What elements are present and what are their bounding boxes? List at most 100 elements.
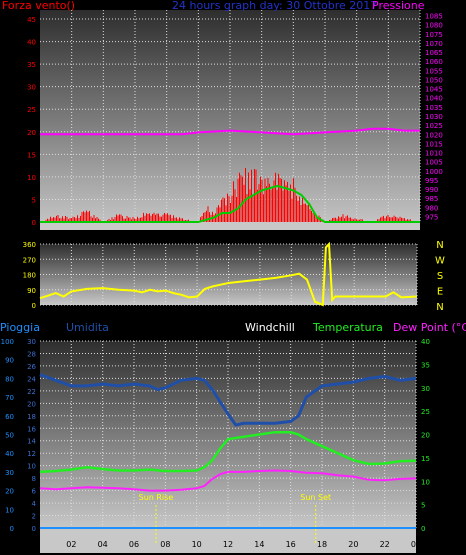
y-tick-label: 180	[23, 272, 36, 280]
x-tick-label: 06	[130, 231, 140, 240]
y-tick-label: 10	[5, 506, 14, 514]
y-tick-label: 1085	[425, 12, 443, 20]
y-tick-label: 1030	[425, 113, 443, 121]
panel3-x-axis-ticks: 02 04 06 08 10 12 14 16 18 20 22 00	[66, 540, 421, 549]
pressure-y-axis-ticks: 9759809859909951000100510101015102010251…	[425, 12, 443, 221]
y-tick-label: 990	[425, 186, 438, 194]
y-tick-label: 30	[421, 385, 430, 393]
compass-label: W	[435, 256, 445, 267]
x-tick-label: 10	[193, 231, 203, 240]
y-tick-label: 40	[421, 338, 430, 346]
x-tick-label: 04	[98, 231, 108, 240]
x-tick-label: 00	[411, 540, 421, 549]
x-tick-label: 20	[348, 540, 358, 549]
series-header: Pioggia	[0, 321, 40, 334]
y-tick-label: 1010	[425, 150, 443, 158]
x-tick-label: 12	[223, 540, 233, 549]
y-tick-label: 1040	[425, 95, 443, 103]
temperature-line	[39, 430, 417, 474]
y-tick-label: 0	[32, 219, 36, 227]
y-tick-label: 45	[27, 16, 36, 24]
x-tick-label: 20	[352, 231, 362, 240]
y-tick-label: 1000	[425, 168, 443, 176]
x-tick-label: 22	[380, 540, 390, 549]
x-tick-label: 02	[66, 540, 76, 549]
panel3-headers: Pioggia Umidita Windchill Temperatura Dew Po…	[0, 321, 466, 334]
x-tick-label: 00	[415, 231, 425, 240]
x-tick-label: 06	[129, 540, 139, 549]
sun-marker-label: Sun Set	[300, 493, 331, 502]
x-tick-label: 02	[67, 231, 77, 240]
y-tick-label: 10	[421, 478, 430, 486]
y-tick-label: 10	[27, 463, 36, 471]
y-tick-label: 1075	[425, 31, 443, 39]
y-tick-label: 35	[27, 61, 36, 69]
y-tick-label: 18	[27, 413, 36, 421]
y-tick-label: 20	[27, 400, 36, 408]
sun-markers: Sun Rise Sun Set	[139, 493, 331, 545]
y-tick-label: 60	[5, 413, 14, 421]
y-tick-label: 90	[5, 357, 14, 365]
dewpoint-line	[39, 469, 417, 492]
pressure-axis-label: Pressione	[372, 0, 425, 12]
x-tick-label: 10	[192, 540, 202, 549]
x-tick-label: 08	[160, 540, 170, 549]
x-tick-label: 04	[98, 540, 108, 549]
y-tick-label: 35	[421, 361, 430, 369]
y-tick-label: 1050	[425, 76, 443, 84]
y-tick-label: 10	[27, 174, 36, 182]
y-tick-label: 975	[425, 214, 438, 222]
compass-label: E	[437, 287, 443, 298]
y-tick-label: 14	[27, 438, 36, 446]
compass-label: S	[437, 271, 443, 282]
wind-y-axis-ticks: 0 5 10 15 20 25 30 35 40 45	[27, 16, 36, 227]
y-tick-label: 995	[425, 177, 438, 185]
y-tick-label: 30	[27, 338, 36, 346]
compass-label: N	[436, 302, 443, 313]
y-tick-label: 1070	[425, 40, 443, 48]
y-tick-label: 50	[5, 432, 14, 440]
y-tick-label: 0	[32, 525, 36, 533]
series-header: Dew Point (°C)	[393, 321, 466, 334]
y-tick-label: 25	[27, 106, 36, 114]
y-tick-label: 8	[32, 475, 36, 483]
y-tick-label: 1005	[425, 159, 443, 167]
y-tick-label: 26	[27, 363, 36, 371]
chart-title: 24 hours graph day: 30 Ottobre 2017	[172, 0, 377, 12]
x-tick-label: 18	[320, 231, 330, 240]
y-tick-label: 1045	[425, 86, 443, 94]
wind-base-line	[40, 184, 420, 223]
y-tick-label: 1035	[425, 104, 443, 112]
panel1-x-axis-ticks: 02 04 06 08 10 12 14 16 18 20 22 00	[67, 231, 426, 240]
y-tick-label: 360	[23, 241, 36, 249]
x-tick-label: 16	[288, 231, 298, 240]
x-tick-label: 14	[254, 540, 264, 549]
series-header: Windchill	[245, 321, 295, 334]
y-tick-label: 24	[27, 375, 36, 383]
x-tick-label: 18	[317, 540, 327, 549]
y-tick-label: 1060	[425, 58, 443, 66]
wind-axis-label: Forza vento()	[2, 0, 75, 12]
y-tick-label: 5	[421, 502, 425, 510]
y-tick-label: 0	[32, 302, 36, 310]
rain-y-axis-ticks: 0 10 20 30 40 50 60 70 80 90 100	[1, 338, 14, 533]
wind-direction-line	[39, 241, 418, 307]
humidity-line	[39, 373, 417, 427]
x-tick-label: 14	[257, 231, 267, 240]
y-tick-label: 6	[32, 488, 37, 496]
x-axis-band	[40, 528, 416, 553]
x-axis-band	[40, 222, 420, 230]
direction-y-axis-ticks: 0 90 180 270 360	[23, 241, 36, 310]
y-tick-label: 2	[32, 513, 36, 521]
y-tick-label: 980	[425, 204, 438, 212]
y-tick-label: 1080	[425, 22, 443, 30]
series-header: Temperatura	[312, 321, 383, 334]
y-tick-label: 20	[27, 129, 36, 137]
y-tick-label: 40	[5, 450, 14, 458]
y-tick-label: 22	[27, 388, 36, 396]
y-tick-label: 0	[421, 525, 425, 533]
